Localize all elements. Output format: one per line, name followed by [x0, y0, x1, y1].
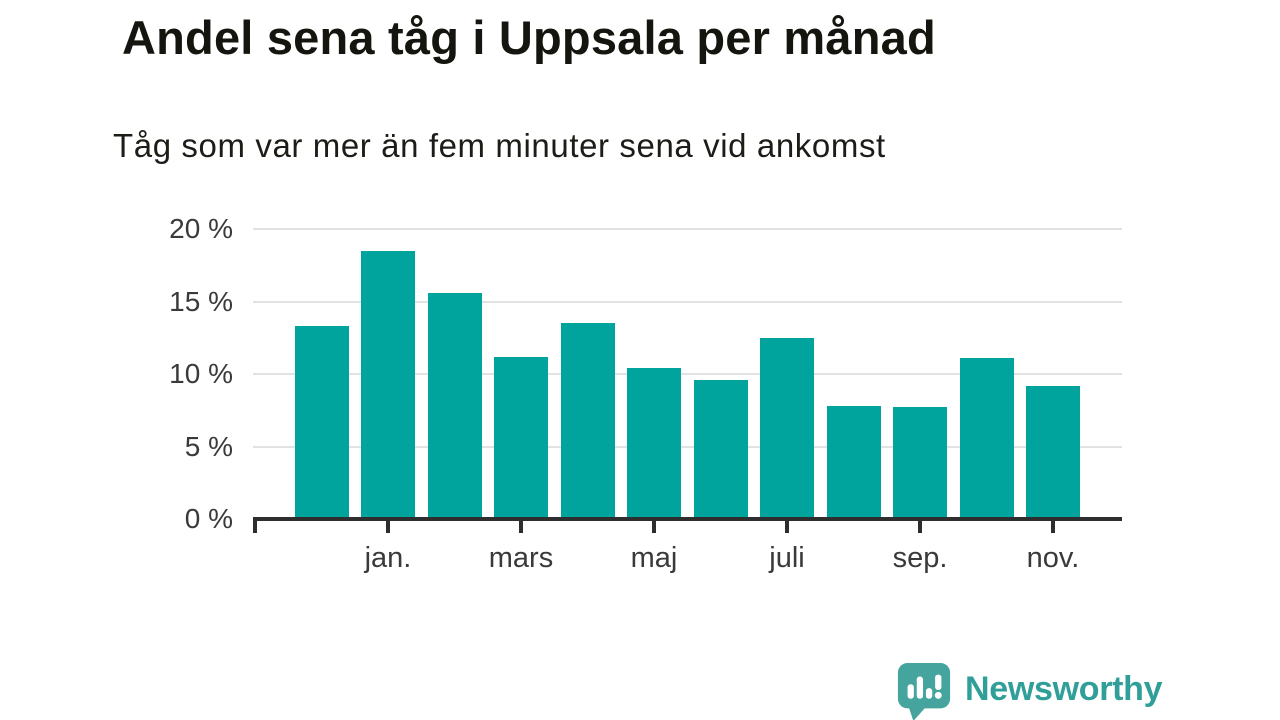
bar-sep. [893, 407, 947, 519]
y-axis-label-0: 0 % [184, 503, 233, 534]
newsworthy-logo: Newsworthy [895, 662, 1163, 720]
x-tick-mark-4 [519, 521, 523, 533]
x-axis-label-sep.: sep. [892, 542, 948, 574]
bar-juni [693, 379, 748, 519]
x-axis-label-mars: mars [488, 542, 554, 574]
y-axis-label-20: 20 % [169, 213, 233, 244]
x-axis-line [253, 517, 1122, 521]
x-tick-mark-0 [253, 521, 257, 533]
y-axis-label-10: 10 % [169, 358, 233, 389]
bar-apr. [560, 323, 615, 519]
bar-dec. [294, 326, 349, 519]
x-tick-mark-6 [652, 521, 656, 533]
newsworthy-bubble-bar-chart-icon [897, 662, 951, 720]
bar-maj [627, 368, 681, 519]
x-tick-mark-10 [918, 521, 922, 533]
gridline-10 [253, 373, 1122, 375]
x-axis-label-maj: maj [630, 542, 678, 574]
y-axis-label-15: 15 % [169, 285, 233, 317]
bar-okt. [959, 358, 1014, 519]
x-tick-mark-12 [1051, 521, 1055, 533]
gridline-15 [253, 300, 1122, 303]
bar-juli [760, 337, 814, 519]
bar-jan. [361, 250, 415, 519]
bar-feb. [427, 292, 482, 519]
x-tick-mark-2 [386, 521, 390, 533]
x-tick-mark-8 [785, 521, 789, 533]
gridline-5 [253, 445, 1122, 448]
chart-title: Andel sena tåg i Uppsala per månad [122, 11, 936, 64]
y-axis-label-5: 5 % [184, 430, 233, 462]
newsworthy-logo-text: Newsworthy [965, 669, 1163, 708]
gridline-20 [253, 228, 1122, 230]
bar-aug. [826, 405, 881, 519]
x-axis-label-jan.: jan. [364, 542, 412, 574]
x-axis-label-nov.: nov. [1026, 542, 1080, 574]
x-axis-label-juli: juli [769, 542, 805, 574]
bar-mars [494, 356, 548, 519]
bar-nov. [1026, 385, 1080, 519]
chart-subtitle: Tåg som var mer än fem minuter sena vid … [113, 127, 886, 164]
